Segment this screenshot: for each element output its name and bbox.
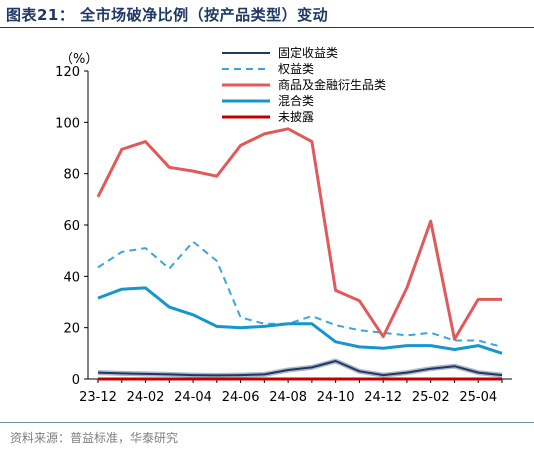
- series-line-2: [96, 127, 502, 341]
- series-layer: [96, 127, 503, 381]
- legend-label: 权益类: [278, 62, 314, 76]
- y-tick-label: 120: [55, 65, 80, 80]
- title-divider: [0, 27, 534, 28]
- x-tick-label: 24-10: [317, 390, 355, 405]
- source-note: 资料来源：普益标准，华泰研究: [10, 431, 179, 445]
- legend-label: 混合类: [278, 93, 314, 108]
- x-tick-label: 24-06: [222, 390, 260, 405]
- x-tick-label: 25-04: [459, 390, 497, 405]
- y-tick-label: 60: [63, 219, 80, 234]
- figure-title: 图表21： 全市场破净比例（按产品类型）变动: [6, 6, 329, 24]
- y-tick-label: 80: [63, 168, 80, 183]
- series-line-0: [97, 360, 503, 377]
- y-tick-label: 40: [63, 270, 80, 285]
- x-axis: 23-12 24-02 24-04 24-06 24-08 24-10 24-12 25-02…: [79, 378, 512, 405]
- x-tick-label: 25-02: [412, 390, 450, 405]
- y-tick-label: 0: [72, 373, 80, 388]
- legend-label: 固定收益类: [278, 45, 338, 60]
- x-tick-label: 24-02: [127, 390, 165, 405]
- x-tick-label: 24-04: [174, 390, 212, 405]
- x-tick-label: 23-12: [79, 390, 117, 405]
- footer-divider: [0, 422, 534, 423]
- series-line-1: [97, 240, 503, 348]
- y-tick-label: 100: [55, 116, 80, 131]
- x-tick-label: 24-12: [364, 390, 402, 405]
- series-line-3: [97, 286, 503, 355]
- y-tick-label: 20: [63, 322, 80, 337]
- legend-label: 未披露: [278, 110, 314, 124]
- y-axis-unit-label: （%）: [60, 52, 98, 67]
- y-axis: 0 20 40 60 80 100 120: [55, 65, 89, 388]
- x-tick-label: 24-08: [269, 390, 307, 405]
- legend-label: 商品及金融衍生品类: [278, 77, 386, 92]
